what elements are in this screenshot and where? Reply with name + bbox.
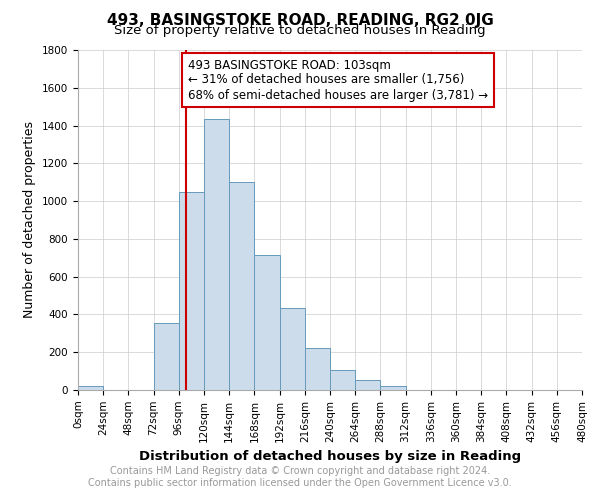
Bar — [355, 380, 380, 390]
Text: Size of property relative to detached houses in Reading: Size of property relative to detached ho… — [114, 24, 486, 37]
X-axis label: Distribution of detached houses by size in Reading: Distribution of detached houses by size … — [139, 450, 521, 463]
Text: Contains HM Land Registry data © Crown copyright and database right 2024.
Contai: Contains HM Land Registry data © Crown c… — [88, 466, 512, 487]
Bar — [204, 119, 229, 390]
Bar — [154, 323, 179, 390]
Bar — [280, 308, 305, 390]
Bar — [179, 192, 204, 390]
Bar — [330, 370, 355, 390]
Bar — [254, 255, 280, 390]
Y-axis label: Number of detached properties: Number of detached properties — [23, 122, 37, 318]
Text: 493, BASINGSTOKE ROAD, READING, RG2 0JG: 493, BASINGSTOKE ROAD, READING, RG2 0JG — [107, 12, 493, 28]
Bar — [305, 348, 330, 390]
Bar — [380, 386, 406, 390]
Bar — [229, 182, 254, 390]
Bar — [78, 386, 103, 390]
Text: 493 BASINGSTOKE ROAD: 103sqm
← 31% of detached houses are smaller (1,756)
68% of: 493 BASINGSTOKE ROAD: 103sqm ← 31% of de… — [188, 58, 488, 102]
